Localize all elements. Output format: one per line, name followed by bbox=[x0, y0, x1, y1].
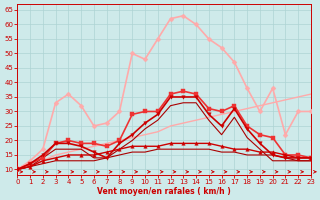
X-axis label: Vent moyen/en rafales ( km/h ): Vent moyen/en rafales ( km/h ) bbox=[97, 187, 231, 196]
